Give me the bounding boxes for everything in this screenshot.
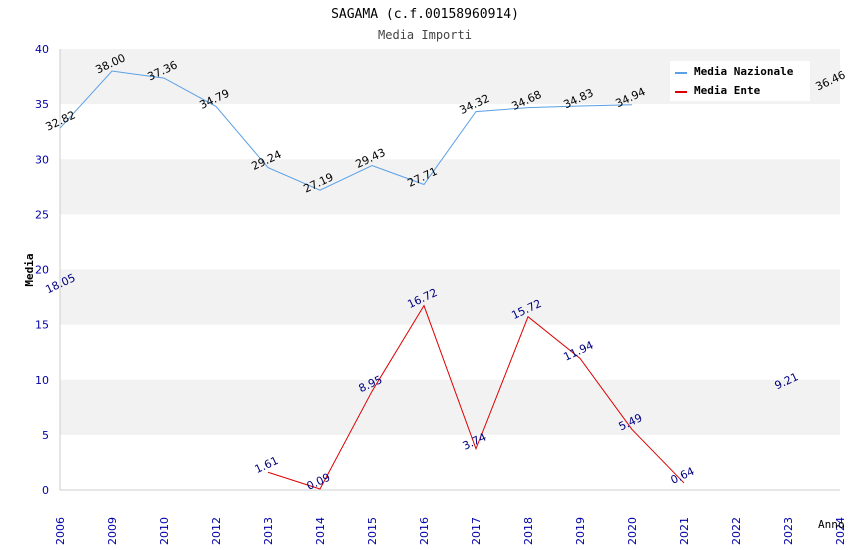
x-tick-label: 2020 — [626, 517, 639, 545]
x-tick-labels: 2006 2009 2010 2012 2013 2014 2015 2016 2017 2018… — [54, 517, 847, 545]
data-label-media-nazionale: 32.82 — [43, 108, 77, 133]
band — [60, 269, 840, 325]
background-bands — [60, 49, 840, 435]
x-tick-label: 2018 — [522, 517, 535, 545]
data-label-media-ente: 11.94 — [561, 339, 595, 364]
legend: Media Nazionale Media Ente — [670, 61, 810, 101]
x-tick-label: 2019 — [574, 517, 587, 545]
y-tick-label: 10 — [35, 374, 49, 387]
series-lines — [59, 70, 685, 490]
y-tick-labels: 0 5 10 15 20 25 30 35 40 — [35, 43, 49, 497]
x-tick-label: 2013 — [262, 517, 275, 545]
x-tick-label: 2022 — [730, 517, 743, 545]
x-tick-label: 2023 — [782, 517, 795, 545]
y-tick-label: 25 — [35, 208, 49, 221]
x-tick-label: 2024 — [834, 517, 847, 545]
series-line-media-nazionale — [59, 70, 633, 191]
x-tick-label: 2012 — [210, 517, 223, 545]
x-tick-label: 2006 — [54, 517, 67, 545]
x-tick-label: 2010 — [158, 517, 171, 545]
y-tick-label: 20 — [35, 264, 49, 277]
chart-subtitle: Media Importi — [378, 28, 472, 42]
y-axis-title: Media — [23, 253, 36, 286]
series-line-media-ente — [267, 304, 685, 490]
band — [60, 379, 840, 435]
x-tick-label: 2021 — [678, 517, 691, 545]
y-tick-label: 35 — [35, 98, 49, 111]
y-tick-label: 30 — [35, 153, 49, 166]
y-tick-label: 5 — [42, 429, 49, 442]
legend-label-media-ente: Media Ente — [694, 84, 761, 97]
x-tick-label: 2009 — [106, 517, 119, 545]
data-label-media-ente: 1.61 — [253, 454, 281, 476]
y-tick-label: 0 — [42, 484, 49, 497]
x-axis-title: Anno — [818, 518, 845, 531]
x-tick-label: 2016 — [418, 517, 431, 545]
x-tick-label: 2017 — [470, 517, 483, 545]
legend-box — [670, 61, 810, 101]
axes — [59, 49, 840, 491]
x-tick-label: 2015 — [366, 517, 379, 545]
legend-label-media-nazionale: Media Nazionale — [694, 65, 794, 78]
y-tick-label: 15 — [35, 319, 49, 332]
band — [60, 159, 840, 215]
chart-title: SAGAMA (c.f.00158960914) — [331, 7, 519, 22]
x-tick-label: 2014 — [314, 517, 327, 545]
y-tick-label: 40 — [35, 43, 49, 56]
data-label-media-ente: 0.64 — [669, 465, 697, 487]
